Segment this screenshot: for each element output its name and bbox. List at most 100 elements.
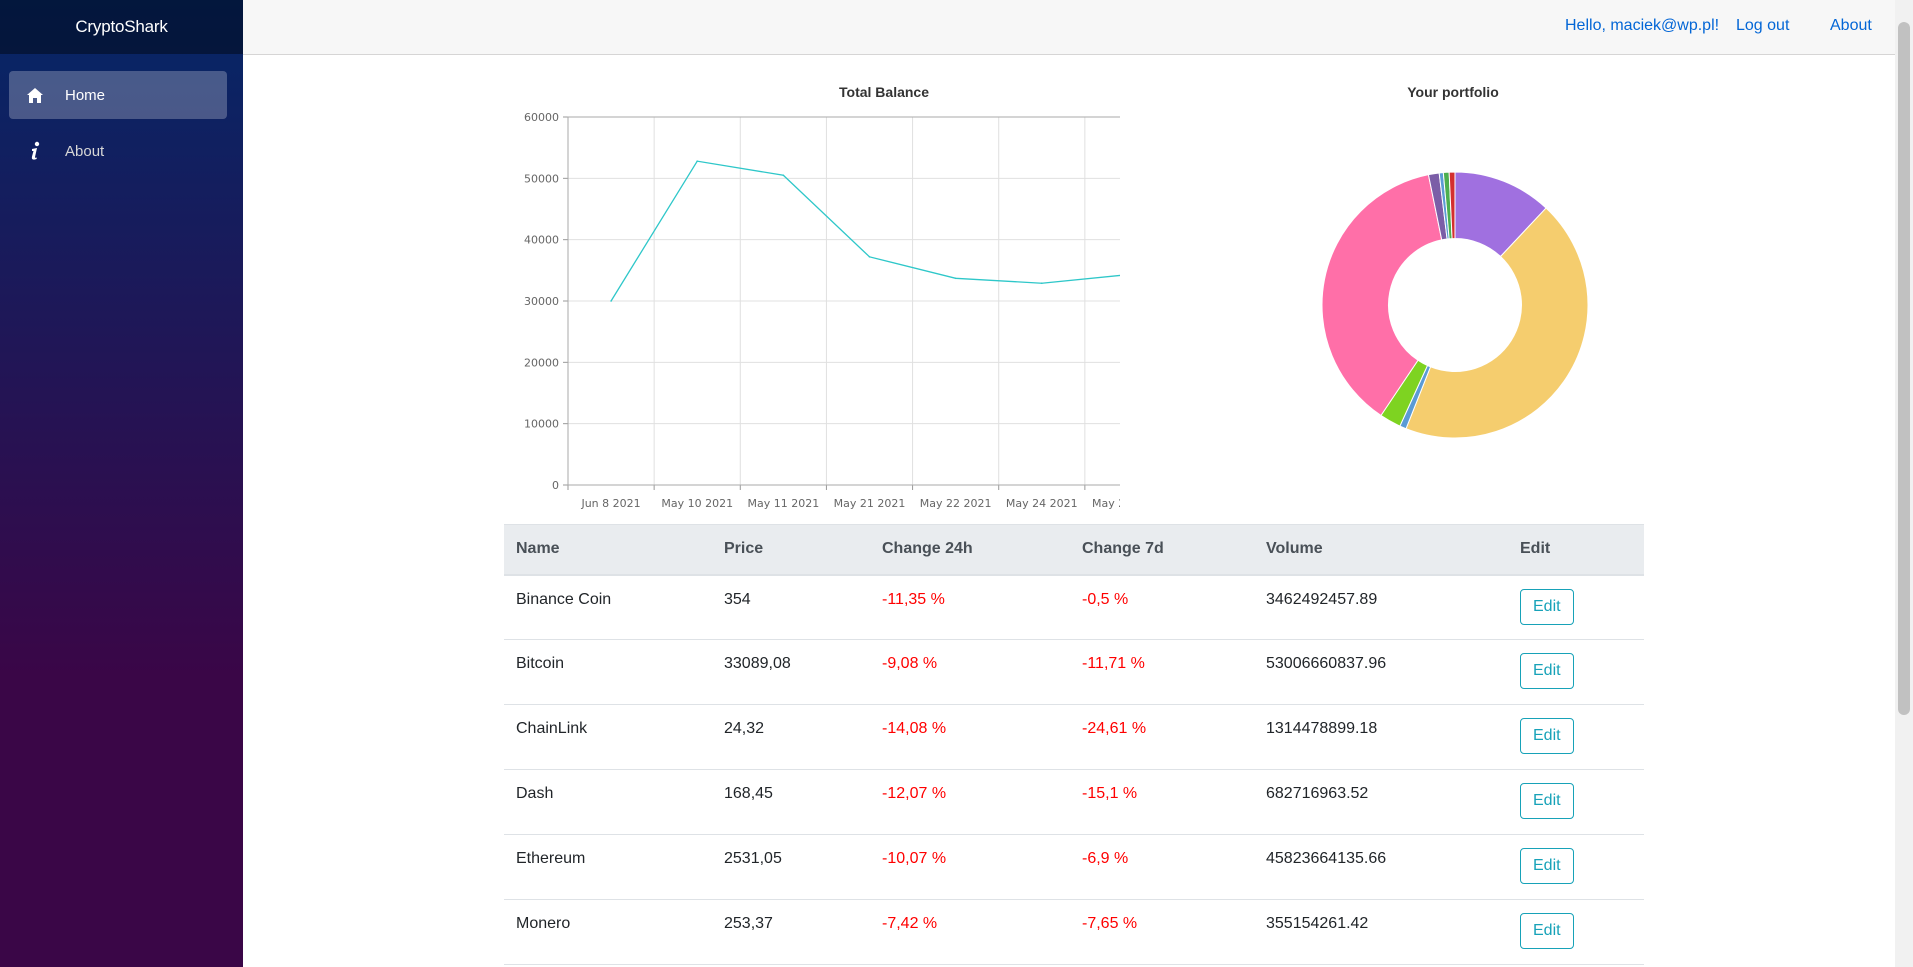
brand-bar: CryptoShark — [0, 0, 243, 54]
app-brand[interactable]: CryptoShark — [75, 17, 168, 36]
edit-cell: Edit — [1508, 574, 1644, 640]
edit-cell: Edit — [1508, 704, 1644, 770]
coin-change-7d: -0,5 % — [1070, 574, 1254, 640]
scrollbar-thumb[interactable] — [1898, 22, 1910, 715]
coin-volume: 3462492457.89 — [1254, 574, 1508, 640]
x-tick-label: May 10 2021 — [661, 497, 733, 510]
balance-data-point — [954, 277, 957, 280]
header-change-7d: Change 7d — [1070, 524, 1254, 576]
coin-price: 24,32 — [712, 704, 870, 770]
coin-change-7d: -7,65 % — [1070, 899, 1254, 965]
line-chart-title: Total Balance — [839, 84, 929, 100]
coin-name: Monero — [504, 899, 712, 965]
edit-cell: Edit — [1508, 899, 1644, 965]
coin-price: 354 — [712, 574, 870, 640]
coin-change-7d: -24,61 % — [1070, 704, 1254, 770]
table-row: Ethereum 2531,05 -10,07 % -6,9 % 4582366… — [504, 834, 1644, 900]
coin-name: ChainLink — [504, 704, 712, 770]
coin-change-7d: -11,71 % — [1070, 639, 1254, 705]
coin-name: Ethereum — [504, 834, 712, 900]
balance-data-point — [696, 160, 699, 162]
balance-data-point — [610, 300, 612, 302]
coin-change-7d: -15,1 % — [1070, 769, 1254, 835]
logout-link[interactable]: Log out — [1736, 17, 1790, 34]
sidebar: CryptoShark Home About — [0, 0, 243, 967]
x-tick-label: May 24 2021 — [1006, 497, 1078, 510]
coin-price: 168,45 — [712, 769, 870, 835]
table-row: ChainLink 24,32 -14,08 % -24,61 % 131447… — [504, 704, 1644, 770]
coin-price: 33089,08 — [712, 639, 870, 705]
coin-volume: 1314478899.18 — [1254, 704, 1508, 770]
coin-volume: 682716963.52 — [1254, 769, 1508, 835]
total-balance-chart: 0 10000 20000 30000 40000 50000 60000 Jun 8 202… — [524, 111, 1120, 510]
table-row: Dash 168,45 -12,07 % -15,1 % 682716963.5… — [504, 769, 1644, 835]
coin-volume: 53006660837.96 — [1254, 639, 1508, 705]
x-tick-label: May 25 2021 — [1092, 497, 1120, 510]
portfolio-slice[interactable] — [1448, 171, 1456, 240]
y-tick-label: 20000 — [524, 356, 559, 369]
table-row: Bitcoin 33089,08 -9,08 % -11,71 % 530066… — [504, 639, 1644, 705]
y-tick-label: 30000 — [524, 295, 559, 308]
home-icon — [25, 85, 45, 105]
coin-change-24h: -9,08 % — [870, 639, 1070, 705]
coin-name: Dash — [504, 769, 712, 835]
portfolio-slice[interactable] — [1321, 174, 1443, 417]
header-edit: Edit — [1508, 524, 1644, 576]
coin-change-24h: -7,42 % — [870, 899, 1070, 965]
sidebar-item-label: Home — [65, 86, 106, 104]
edit-button[interactable]: Edit — [1520, 783, 1574, 819]
header-name: Name — [504, 524, 712, 576]
info-icon — [25, 141, 45, 161]
y-tick-label: 10000 — [524, 418, 559, 431]
sidebar-item-about[interactable]: About — [9, 127, 227, 175]
edit-cell: Edit — [1508, 769, 1644, 835]
edit-cell: Edit — [1508, 834, 1644, 900]
x-tick-label: May 22 2021 — [920, 497, 992, 510]
about-link[interactable]: About — [1830, 17, 1872, 34]
x-tick-label: Jun 8 2021 — [580, 497, 640, 510]
edit-button[interactable]: Edit — [1520, 718, 1574, 754]
edit-button[interactable]: Edit — [1520, 653, 1574, 689]
coin-name: Bitcoin — [504, 639, 712, 705]
header-volume: Volume — [1254, 524, 1508, 576]
y-tick-label: 60000 — [524, 111, 559, 124]
user-greeting-link[interactable]: Hello, maciek@wp.pl! — [1565, 17, 1720, 34]
coin-volume: 45823664135.66 — [1254, 834, 1508, 900]
portfolio-donut-chart — [1321, 171, 1589, 439]
coin-change-24h: -11,35 % — [870, 574, 1070, 640]
header-price: Price — [712, 524, 870, 576]
top-bar: Hello, maciek@wp.pl! Log out About — [243, 0, 1895, 55]
coin-change-24h: -10,07 % — [870, 834, 1070, 900]
pie-chart-title: Your portfolio — [1407, 84, 1499, 100]
y-tick-label: 40000 — [524, 234, 559, 247]
coin-volume: 355154261.42 — [1254, 899, 1508, 965]
coin-name: Binance Coin — [504, 574, 712, 640]
sidebar-item-home[interactable]: Home — [9, 71, 227, 119]
table-row: Monero 253,37 -7,42 % -7,65 % 355154261.… — [504, 899, 1644, 965]
y-tick-label: 0 — [552, 479, 559, 492]
edit-cell: Edit — [1508, 639, 1644, 705]
balance-data-point — [1040, 282, 1043, 285]
portfolio-slice[interactable] — [1405, 207, 1589, 439]
balance-series-line — [610, 160, 1120, 302]
table-header-row: Name Price Change 24h Change 7d Volume E… — [504, 524, 1644, 576]
sidebar-item-label: About — [65, 142, 105, 160]
coin-change-7d: -6,9 % — [1070, 834, 1254, 900]
coin-change-24h: -14,08 % — [870, 704, 1070, 770]
edit-button[interactable]: Edit — [1520, 588, 1574, 625]
page-scrollbar[interactable] — [1895, 0, 1913, 967]
coin-price: 2531,05 — [712, 834, 870, 900]
edit-button[interactable]: Edit — [1520, 848, 1574, 884]
coin-price: 253,37 — [712, 899, 870, 965]
balance-data-point — [868, 256, 871, 258]
sidebar-nav: Home About — [0, 54, 243, 175]
x-tick-label: May 21 2021 — [834, 497, 906, 510]
coins-table: Name Price Change 24h Change 7d Volume E… — [504, 524, 1644, 965]
edit-button[interactable]: Edit — [1520, 913, 1574, 949]
plot-frame — [567, 116, 1120, 486]
table-row: Binance Coin 354 -11,35 % -0,5 % 3462492… — [504, 574, 1644, 640]
header-change-24h: Change 24h — [870, 524, 1070, 576]
x-tick-label: May 11 2021 — [747, 497, 819, 510]
coin-change-24h: -12,07 % — [870, 769, 1070, 835]
y-tick-label: 50000 — [524, 172, 559, 185]
